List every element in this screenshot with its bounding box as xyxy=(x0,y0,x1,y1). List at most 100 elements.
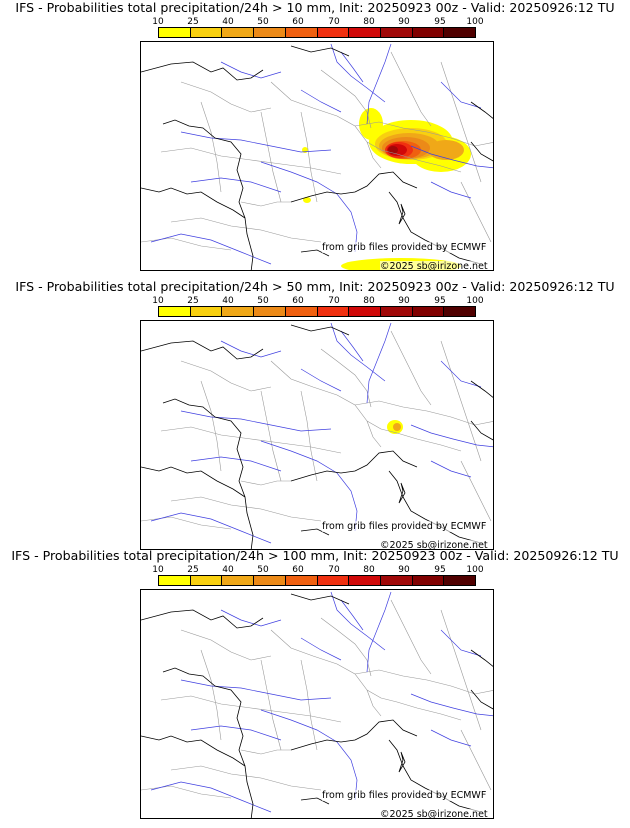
border-line xyxy=(366,420,462,452)
panel-title: IFS - Probabilities total precipitation/… xyxy=(15,0,615,15)
colorbar-label: 100 xyxy=(466,296,484,306)
border-line xyxy=(300,390,318,482)
river-line xyxy=(340,51,364,83)
colorbar-label: 50 xyxy=(257,565,269,575)
source-credit: from grib files provided by ECMWF xyxy=(322,790,487,801)
border-line xyxy=(170,765,322,791)
colorbar-label: 60 xyxy=(292,565,304,575)
border-line xyxy=(160,426,342,454)
colorbar-swatch xyxy=(190,576,223,585)
river-line xyxy=(300,89,342,113)
border-line xyxy=(320,69,372,129)
colorbar-label: 90 xyxy=(398,565,410,575)
border-line xyxy=(141,516,232,530)
precip-area-40 xyxy=(393,423,401,431)
colorbar-label: 90 xyxy=(398,17,410,27)
colorbar-swatch xyxy=(222,576,255,585)
border-line xyxy=(180,360,272,392)
coastline xyxy=(141,61,264,81)
coastline xyxy=(470,649,493,667)
river-line xyxy=(260,440,358,532)
coastline xyxy=(470,420,493,441)
colorbar-swatch xyxy=(159,307,191,316)
river-line xyxy=(190,725,282,741)
river-line xyxy=(190,456,282,472)
map-canvas xyxy=(141,43,493,270)
border-line xyxy=(440,609,482,731)
colorbar-swatch xyxy=(317,307,350,316)
border-line xyxy=(300,659,318,751)
colorbar-label: 95 xyxy=(434,565,446,575)
border-line xyxy=(270,360,382,448)
colorbar-swatch xyxy=(190,28,223,37)
colorbar-label: 25 xyxy=(187,296,199,306)
river-line xyxy=(330,322,386,382)
river-line xyxy=(410,693,493,717)
border-line xyxy=(200,101,222,193)
map-canvas xyxy=(141,322,493,549)
river-line xyxy=(366,43,392,125)
border-line xyxy=(270,629,382,717)
coastline xyxy=(290,171,418,203)
colorbar xyxy=(158,306,476,317)
coastline xyxy=(290,593,350,605)
border-line xyxy=(200,649,222,741)
river-line xyxy=(150,512,272,544)
river-line xyxy=(410,145,493,169)
coastline xyxy=(290,324,350,336)
colorbar-label: 60 xyxy=(292,296,304,306)
border-line xyxy=(180,81,272,113)
coastline xyxy=(290,719,418,751)
colorbar xyxy=(158,27,476,38)
colorbar-swatch xyxy=(380,28,413,37)
colorbar-swatch xyxy=(444,28,476,37)
colorbar-label: 10 xyxy=(152,296,164,306)
panel-title: IFS - Probabilities total precipitation/… xyxy=(15,279,615,294)
colorbar-swatch xyxy=(222,28,255,37)
colorbar-label: 60 xyxy=(292,17,304,27)
border-line xyxy=(366,689,462,721)
colorbar-label: 100 xyxy=(466,565,484,575)
border-line xyxy=(200,380,222,472)
colorbar-label: 70 xyxy=(328,565,340,575)
border-line xyxy=(354,400,493,426)
colorbar-label: 80 xyxy=(363,296,375,306)
colorbar-label: 70 xyxy=(328,296,340,306)
colorbar-swatch xyxy=(412,576,445,585)
precip-area-10 xyxy=(359,108,383,140)
border-line xyxy=(141,785,232,799)
river-line xyxy=(180,131,332,153)
colorbar-swatch xyxy=(380,307,413,316)
colorbar-swatch xyxy=(285,28,318,37)
colorbar-swatch xyxy=(349,576,381,585)
border-line xyxy=(460,460,492,522)
coastline xyxy=(141,466,246,498)
colorbar-label: 95 xyxy=(434,17,446,27)
river-line xyxy=(440,360,482,388)
border-line xyxy=(160,147,342,175)
colorbar-label: 50 xyxy=(257,17,269,27)
colorbar-label: 95 xyxy=(434,296,446,306)
border-line xyxy=(354,669,493,695)
panel-50mm: IFS - Probabilities total precipitation/… xyxy=(0,279,630,555)
coastline xyxy=(290,450,418,482)
colorbar-label: 80 xyxy=(363,17,375,27)
border-line xyxy=(240,480,291,486)
colorbar-label: 80 xyxy=(363,565,375,575)
panel-100mm: IFS - Probabilities total precipitation/… xyxy=(0,548,630,824)
precip-map: from grib files provided by ECMWF ©2025 … xyxy=(140,41,494,271)
coastline xyxy=(398,482,406,504)
border-line xyxy=(354,121,493,147)
river-line xyxy=(330,591,386,651)
river-line xyxy=(220,340,282,358)
precip-map: from grib files provided by ECMWF ©2025 … xyxy=(140,320,494,550)
border-line xyxy=(260,659,282,751)
coastline xyxy=(141,609,264,629)
coastline xyxy=(141,340,264,360)
river-line xyxy=(260,709,358,801)
precip-area-40 xyxy=(428,140,464,160)
border-line xyxy=(170,217,322,243)
colorbar-label: 90 xyxy=(398,296,410,306)
colorbar-swatch xyxy=(285,307,318,316)
border-line xyxy=(160,695,342,723)
